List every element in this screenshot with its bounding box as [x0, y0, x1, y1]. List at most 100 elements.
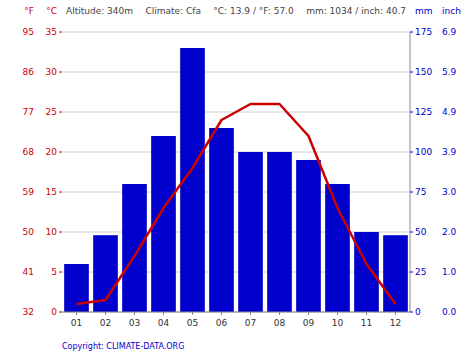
y-tick [410, 232, 413, 233]
x-axis-line [62, 312, 410, 313]
inch-tick-label: 0.0 [442, 307, 457, 317]
grid-line [62, 152, 410, 153]
y-tick [410, 112, 413, 113]
x-tick-label: 02 [100, 318, 111, 328]
fahrenheit-tick-label: 77 [23, 107, 34, 117]
y-tick-label: 175 [415, 27, 432, 37]
y2-tick [59, 32, 62, 33]
bar [325, 184, 350, 312]
x-tick [337, 312, 338, 315]
bar [267, 152, 292, 312]
axis-label: mm [415, 6, 433, 16]
inch-tick-label: 2.0 [442, 227, 457, 237]
x-tick-label: 03 [129, 318, 140, 328]
bar [383, 235, 408, 312]
grid-line [62, 72, 410, 73]
bar [64, 264, 89, 312]
y-tick [410, 192, 413, 193]
y2-tick [59, 272, 62, 273]
axis-label: °C [46, 6, 57, 16]
y2-tick [59, 112, 62, 113]
y2-tick [59, 72, 62, 73]
y-tick [410, 32, 413, 33]
inch-tick-label: 1.0 [442, 267, 457, 277]
grid-line [62, 312, 410, 313]
bar [209, 128, 234, 312]
x-tick [250, 312, 251, 315]
x-tick-label: 07 [245, 318, 256, 328]
inch-tick-label: 3.0 [442, 187, 457, 197]
bar [122, 184, 147, 312]
header-text: mm: 1034 / inch: 40.7 [306, 6, 406, 16]
x-tick-label: 12 [390, 318, 401, 328]
y2-tick [59, 232, 62, 233]
bar [296, 160, 321, 312]
header-text: Altitude: 340m [66, 6, 133, 16]
inch-tick-label: 5.9 [442, 67, 457, 77]
x-tick [105, 312, 106, 315]
fahrenheit-tick-label: 32 [23, 307, 34, 317]
grid [62, 32, 410, 312]
x-tick [395, 312, 396, 315]
x-tick-label: 11 [361, 318, 372, 328]
x-tick [134, 312, 135, 315]
y-tick [410, 72, 413, 73]
x-tick-label: 04 [158, 318, 170, 328]
fahrenheit-tick-label: 68 [23, 147, 35, 157]
fahrenheit-tick-label: 86 [23, 67, 35, 77]
y-tick [410, 272, 413, 273]
y-axis-line [410, 32, 411, 312]
y2-tick [59, 312, 62, 313]
y-tick-label: 0 [415, 307, 421, 317]
x-tick-label: 01 [71, 318, 82, 328]
y-tick-label: 75 [415, 187, 426, 197]
x-tick [163, 312, 164, 315]
chart: 0102030405060708091011120255075100125150… [0, 0, 474, 355]
y2-tick-label: 5 [51, 267, 57, 277]
bar [238, 152, 263, 312]
x-tick-label: 10 [332, 318, 344, 328]
axis-label: °F [24, 6, 34, 16]
axis-label: inch [442, 6, 461, 16]
inch-tick-label: 3.9 [442, 147, 457, 157]
x-tick [192, 312, 193, 315]
fahrenheit-tick-label: 95 [23, 27, 34, 37]
x-tick-label: 08 [274, 318, 286, 328]
x-tick-label: 05 [187, 318, 198, 328]
y2-tick-label: 20 [46, 147, 58, 157]
header-text: Climate: Cfa [145, 6, 201, 16]
y-tick-label: 100 [415, 147, 432, 157]
y2-tick-label: 30 [46, 67, 58, 77]
x-tick [279, 312, 280, 315]
y2-tick [59, 152, 62, 153]
inch-tick-label: 6.9 [442, 27, 457, 37]
y2-tick-label: 15 [46, 187, 57, 197]
y-tick-label: 150 [415, 67, 432, 77]
y2-tick-label: 0 [51, 307, 57, 317]
x-tick [366, 312, 367, 315]
y2-tick-label: 25 [46, 107, 57, 117]
temperature-line [77, 104, 396, 304]
y-tick-label: 50 [415, 227, 427, 237]
y2-tick-label: 35 [46, 27, 57, 37]
inch-tick-label: 4.9 [442, 107, 457, 117]
copyright: Copyright: CLIMATE-DATA.ORG [62, 342, 184, 351]
plot-area [64, 48, 408, 312]
x-tick [76, 312, 77, 315]
grid-line [62, 32, 410, 33]
grid-line [62, 192, 410, 193]
fahrenheit-tick-label: 41 [23, 267, 34, 277]
y-tick-label: 25 [415, 267, 426, 277]
y2-tick [59, 192, 62, 193]
y-tick-label: 125 [415, 107, 432, 117]
y-tick [410, 312, 413, 313]
bar [354, 232, 379, 312]
x-tick [221, 312, 222, 315]
y2-tick-label: 10 [46, 227, 58, 237]
header-text: °C: 13.9 / °F: 57.0 [213, 6, 294, 16]
fahrenheit-tick-label: 59 [23, 187, 35, 197]
x-tick-label: 09 [303, 318, 315, 328]
y-tick [410, 152, 413, 153]
x-tick-label: 06 [216, 318, 228, 328]
fahrenheit-tick-label: 50 [23, 227, 35, 237]
